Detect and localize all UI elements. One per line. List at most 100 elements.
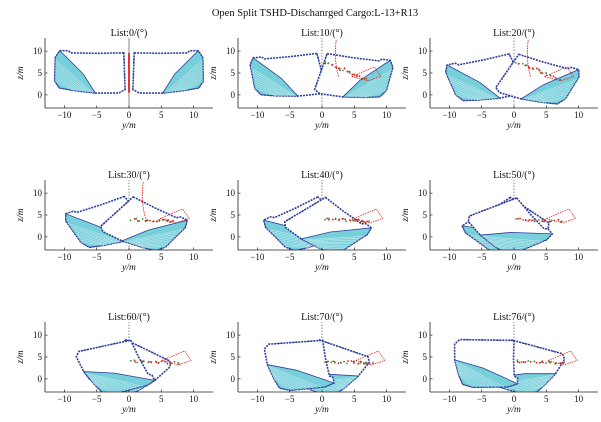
tank-hatch bbox=[94, 384, 112, 392]
panel-title: List:60/(°) bbox=[108, 312, 150, 323]
tank-hatch bbox=[454, 361, 505, 388]
cargo-particle bbox=[349, 219, 352, 222]
hold-wall bbox=[125, 339, 171, 362]
hold-wall bbox=[132, 52, 135, 90]
cargo-particle bbox=[537, 219, 540, 221]
cargo-particle bbox=[344, 218, 346, 221]
x-axis-label: y/m bbox=[506, 263, 521, 273]
tank-hatch bbox=[330, 387, 345, 392]
y-axis-label: z/m bbox=[401, 350, 411, 364]
cargo-particle bbox=[352, 219, 355, 222]
tank-hatch bbox=[354, 79, 390, 98]
tank-hatch bbox=[316, 384, 348, 392]
x-tick-label: −5 bbox=[477, 394, 487, 404]
cargo-particle bbox=[339, 361, 342, 364]
cargo-particle bbox=[541, 220, 544, 222]
cargo-particle bbox=[345, 362, 348, 365]
axes: −10 −5 0 5 10 0 5 10 y/m z/m bbox=[209, 322, 406, 415]
cargo-particle bbox=[342, 217, 344, 220]
tank-hatch bbox=[93, 383, 117, 392]
cargo-particle bbox=[350, 360, 353, 362]
tank-hatch bbox=[447, 76, 496, 99]
tank-hatch bbox=[54, 67, 86, 93]
x-tick-label: 5 bbox=[159, 252, 164, 262]
tank-hatch bbox=[446, 74, 498, 99]
tank-hatch bbox=[92, 381, 122, 392]
y-tick-label: 0 bbox=[423, 90, 428, 100]
tank-hatch bbox=[454, 91, 481, 101]
cargo-particle bbox=[372, 362, 374, 364]
cargo-particle bbox=[359, 362, 362, 364]
tank-hatch bbox=[450, 81, 491, 100]
axes: −10 −5 0 5 10 0 5 10 y/m z/m bbox=[16, 322, 213, 415]
cargo-particle bbox=[155, 361, 158, 364]
cargo-particle bbox=[347, 360, 349, 363]
tank-hatch bbox=[508, 380, 549, 391]
tank-hatch bbox=[252, 74, 289, 97]
tank-hatch bbox=[54, 77, 77, 92]
y-tick-label: 0 bbox=[38, 90, 43, 100]
cargo-plume bbox=[158, 208, 190, 224]
tank-fill bbox=[249, 57, 299, 97]
cargo-particle bbox=[361, 219, 364, 222]
y-axis-label: z/m bbox=[209, 350, 219, 364]
cargo-particle bbox=[348, 70, 351, 73]
x-tick-label: 5 bbox=[352, 110, 357, 120]
cargo-particle bbox=[545, 362, 547, 365]
x-tick-label: 5 bbox=[544, 252, 549, 262]
y-tick-label: 10 bbox=[226, 330, 236, 340]
cargo-particle bbox=[524, 64, 527, 67]
cargo-particle bbox=[530, 219, 533, 222]
tank-hatch bbox=[515, 383, 547, 392]
plot-area bbox=[461, 180, 577, 250]
hold-wall bbox=[123, 52, 126, 90]
cargo-particle bbox=[346, 70, 349, 73]
cargo-particle bbox=[324, 361, 326, 364]
cargo-jet bbox=[334, 40, 340, 78]
axes: −10 −5 0 5 10 0 5 10 y/m z/m bbox=[401, 180, 598, 273]
cargo-particle bbox=[177, 361, 180, 364]
tank-hatch bbox=[269, 369, 314, 389]
tank-hatch bbox=[481, 236, 544, 242]
tank-hatch bbox=[54, 72, 81, 92]
tank-hatch bbox=[523, 79, 578, 100]
axes: −10 −5 0 5 10 0 5 10 y/m z/m bbox=[209, 180, 406, 273]
tank-hatch bbox=[455, 94, 478, 101]
tank-hatch bbox=[532, 88, 572, 102]
tank-hatch bbox=[174, 70, 204, 92]
x-axis-label: y/m bbox=[314, 121, 329, 131]
plot-area bbox=[453, 322, 578, 392]
tank-hatch bbox=[527, 385, 544, 392]
x-tick-label: 0 bbox=[127, 110, 132, 120]
x-tick-label: 10 bbox=[189, 252, 199, 262]
cargo-particle bbox=[543, 218, 546, 221]
figure-title: Open Split TSHD-Dischanrged Cargo:L-13+R… bbox=[212, 8, 418, 19]
tank-hatch bbox=[55, 59, 94, 94]
x-tick-label: 10 bbox=[382, 110, 392, 120]
x-tick-label: −5 bbox=[92, 110, 102, 120]
cargo-particle bbox=[338, 67, 341, 70]
tank-hatch bbox=[77, 237, 109, 245]
tank-hatch bbox=[357, 82, 389, 98]
hold-wall bbox=[495, 53, 520, 88]
y-tick-label: 0 bbox=[38, 374, 43, 384]
tank-hatch bbox=[488, 241, 530, 248]
panel-title: List:70/(°) bbox=[301, 312, 343, 323]
x-tick-label: −5 bbox=[92, 394, 102, 404]
x-tick-label: 0 bbox=[320, 252, 325, 262]
tank-hatch bbox=[268, 367, 318, 388]
cargo-particle bbox=[514, 61, 517, 64]
tank-hatch bbox=[139, 244, 168, 247]
tank-hatch bbox=[323, 386, 347, 392]
cargo-particle bbox=[357, 362, 360, 365]
cargo-jet bbox=[526, 40, 532, 78]
cargo-particle bbox=[532, 219, 535, 221]
cargo-particle bbox=[149, 219, 151, 222]
tank-hatch bbox=[90, 380, 126, 392]
chart-panel: List:70/(°) −10 −5 0 5 10 0 5 10 y/m z/m bbox=[209, 312, 406, 415]
tank-hatch bbox=[251, 72, 291, 97]
tank-hatch bbox=[169, 64, 204, 93]
y-axis-label: z/m bbox=[209, 66, 219, 80]
y-tick-label: 10 bbox=[226, 188, 236, 198]
